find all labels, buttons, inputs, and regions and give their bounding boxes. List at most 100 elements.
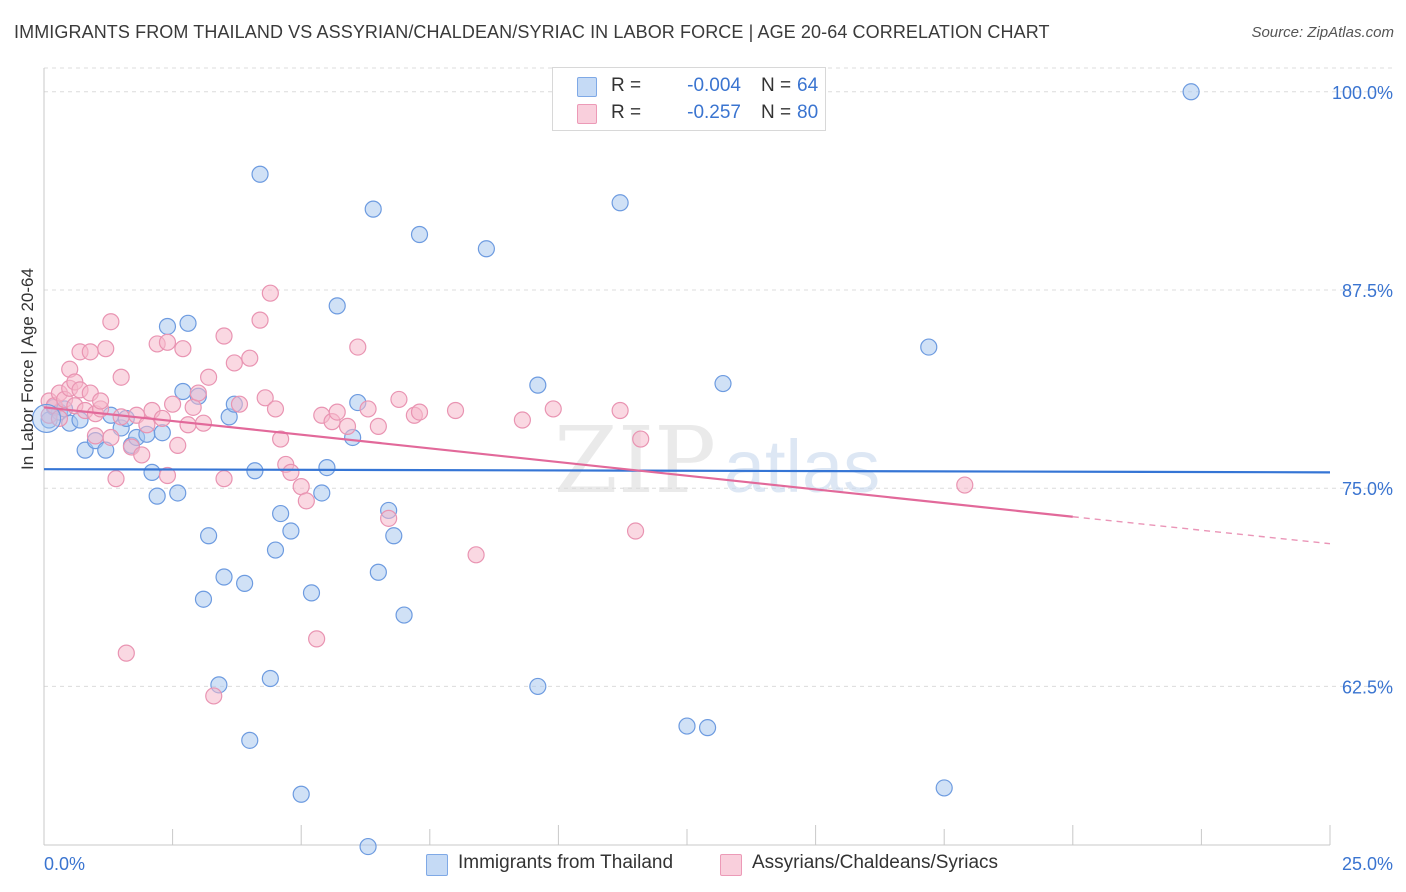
point-assyrian bbox=[91, 392, 110, 410]
point-assyrian bbox=[164, 395, 182, 413]
point-thailand bbox=[477, 240, 495, 258]
x-tick-label: 25.0% bbox=[1342, 854, 1393, 874]
point-thailand bbox=[251, 165, 269, 183]
point-assyrian bbox=[292, 478, 310, 496]
point-thailand bbox=[261, 669, 279, 688]
point-thailand bbox=[678, 717, 696, 735]
n-value: 64 bbox=[797, 75, 819, 96]
tick-labels: 62.5% 75.0% 87.5% 100.0% 0.0% 25.0% bbox=[44, 83, 1393, 874]
point-assyrian bbox=[102, 313, 120, 331]
point-assyrian bbox=[632, 430, 650, 448]
point-assyrian bbox=[266, 400, 285, 418]
point-thailand bbox=[359, 837, 377, 856]
point-assyrian bbox=[189, 384, 207, 402]
point-thailand bbox=[920, 338, 938, 356]
n-label: N = bbox=[761, 102, 792, 123]
legend-swatch-assyrian bbox=[577, 104, 597, 124]
point-thailand bbox=[282, 522, 300, 540]
point-thailand bbox=[318, 459, 336, 477]
y-tick-label: 87.5% bbox=[1342, 281, 1393, 301]
point-assyrian bbox=[446, 401, 465, 420]
point-assyrian bbox=[200, 368, 218, 386]
watermark: ZIP atlas bbox=[554, 407, 880, 514]
series-legend: Immigrants from Thailand Assyrians/Chald… bbox=[0, 850, 1406, 878]
point-thailand bbox=[169, 484, 187, 502]
point-assyrian bbox=[349, 338, 367, 356]
point-assyrian bbox=[626, 522, 645, 540]
point-thailand bbox=[158, 317, 177, 336]
point-assyrian bbox=[338, 417, 357, 435]
legend-swatch-thailand bbox=[426, 854, 448, 876]
point-thailand bbox=[194, 590, 213, 608]
y-tick-label: 100.0% bbox=[1332, 83, 1393, 103]
legend-label-thailand: Immigrants from Thailand bbox=[458, 852, 674, 873]
point-thailand bbox=[395, 606, 413, 624]
point-assyrian bbox=[230, 395, 249, 413]
y-axis-label: In Labor Force | Age 20-64 bbox=[18, 268, 37, 470]
point-assyrian bbox=[102, 428, 120, 447]
watermark-atlas: atlas bbox=[724, 425, 880, 508]
point-thailand bbox=[31, 403, 62, 434]
point-thailand bbox=[292, 785, 310, 803]
points bbox=[31, 83, 1200, 856]
point-thailand bbox=[148, 487, 166, 505]
y-tick-label: 62.5% bbox=[1342, 677, 1393, 697]
point-assyrian bbox=[956, 476, 974, 494]
point-assyrian bbox=[297, 492, 315, 510]
point-assyrian bbox=[81, 343, 99, 361]
point-assyrian bbox=[467, 546, 485, 564]
point-thailand bbox=[410, 225, 429, 244]
trend-line-assyrian bbox=[43, 406, 1073, 518]
point-assyrian bbox=[179, 416, 197, 434]
point-assyrian bbox=[282, 463, 300, 481]
trend-line-thailand bbox=[43, 468, 1331, 474]
point-thailand bbox=[266, 541, 285, 559]
point-thailand bbox=[385, 527, 403, 545]
point-thailand bbox=[200, 527, 218, 545]
point-assyrian bbox=[611, 401, 629, 420]
watermark-zip: ZIP bbox=[554, 407, 716, 514]
point-assyrian bbox=[169, 436, 187, 454]
point-assyrian bbox=[174, 340, 192, 358]
point-assyrian bbox=[97, 340, 115, 358]
point-assyrian bbox=[369, 417, 387, 435]
point-assyrian bbox=[215, 470, 233, 488]
point-assyrian bbox=[272, 430, 290, 448]
point-assyrian bbox=[158, 333, 177, 351]
point-assyrian bbox=[410, 403, 429, 421]
point-thailand bbox=[272, 504, 290, 523]
legend-label-assyrian: Assyrians/Chaldeans/Syriacs bbox=[752, 852, 999, 873]
point-thailand bbox=[364, 200, 382, 218]
correlation-legend: R = -0.004 N = 64 R = -0.257 N = 80 bbox=[552, 67, 826, 131]
point-assyrian bbox=[380, 509, 398, 527]
point-thailand bbox=[935, 779, 953, 797]
trend-lines bbox=[43, 406, 1331, 545]
chart-title: IMMIGRANTS FROM THAILAND VS ASSYRIAN/CHA… bbox=[14, 22, 1050, 42]
y-tick-label: 75.0% bbox=[1342, 479, 1393, 499]
point-assyrian bbox=[513, 411, 531, 429]
point-thailand bbox=[241, 731, 259, 749]
point-assyrian bbox=[544, 400, 562, 418]
point-assyrian bbox=[112, 368, 130, 386]
point-thailand bbox=[328, 297, 346, 315]
point-thailand bbox=[215, 568, 233, 586]
point-assyrian bbox=[50, 409, 69, 428]
point-assyrian bbox=[225, 354, 243, 372]
point-assyrian bbox=[261, 284, 279, 302]
point-assyrian bbox=[215, 327, 233, 345]
point-thailand bbox=[236, 574, 254, 592]
point-thailand bbox=[1182, 83, 1200, 101]
point-thailand bbox=[313, 484, 331, 502]
r-label: R = bbox=[611, 75, 642, 96]
point-thailand bbox=[179, 314, 197, 332]
point-assyrian bbox=[241, 349, 259, 367]
x-tick-label: 0.0% bbox=[44, 854, 85, 874]
point-thailand bbox=[302, 584, 321, 602]
point-assyrian bbox=[86, 427, 105, 445]
point-assyrian bbox=[117, 644, 135, 662]
point-assyrian bbox=[308, 630, 326, 648]
point-assyrian bbox=[205, 687, 223, 705]
n-value: 80 bbox=[797, 102, 819, 123]
point-thailand bbox=[153, 424, 171, 442]
